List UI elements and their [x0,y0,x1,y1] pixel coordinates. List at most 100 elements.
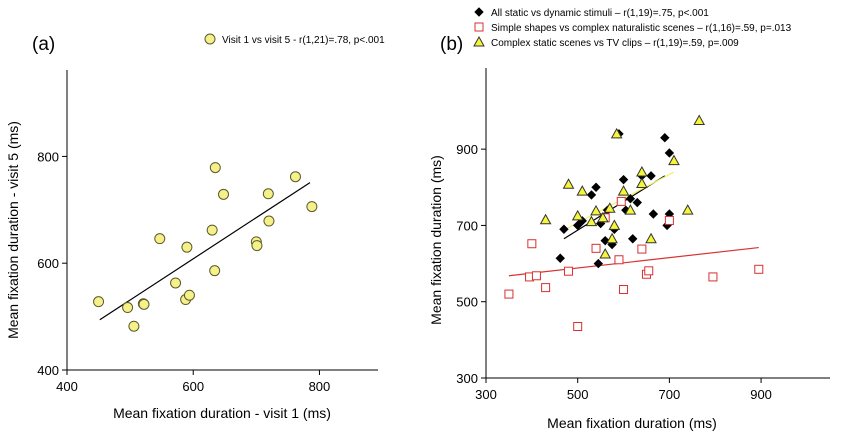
data-point [576,185,589,196]
data-point [527,239,537,249]
data-point [591,243,601,253]
data-point [128,320,140,332]
data-point [608,219,621,230]
data-point [606,232,618,244]
data-point [644,266,654,276]
panel-b-points [504,114,764,332]
data-point [541,283,551,293]
panel-b-x-axis-title: Mean fixation duration (ms) [547,415,717,431]
data-point [154,233,166,245]
x-tick-label: 700 [659,387,681,402]
data-point [625,194,636,204]
panel-b-legend: All static vs dynamic stimuli – r(1,19)=… [473,7,792,49]
data-point [668,154,680,166]
y-tick-label: 900 [456,142,478,157]
panel-b-ticks: 300 500 700 900 300 500 700 900 [456,142,772,402]
panel-a: (a) 400 600 800 400 600 800 Mean fixation dur… [5,33,385,421]
data-point [681,204,694,215]
data-point [562,178,575,189]
data-point [122,302,134,314]
panel-b-label: (b) [440,34,463,55]
data-point [597,211,609,223]
data-point [206,224,218,236]
data-point [660,132,670,143]
panel-a-label: (a) [32,34,55,55]
data-point [590,204,602,216]
legend-entry: Simple shapes vs complex naturalistic sc… [491,23,792,34]
panel-a-fit-lines [99,182,311,321]
data-point [571,209,584,221]
data-point [617,185,630,196]
data-point [593,258,604,269]
data-point [664,215,674,225]
data-point [218,188,230,200]
data-point [306,201,318,213]
panel-b: (b) 300 500 700 900 300 500 700 900 Mean fixati… [428,7,830,431]
data-point [585,215,598,227]
legend-entry: Complex static scenes vs TV clips – r(1,… [491,38,739,49]
regression-line [508,246,759,277]
data-point [181,241,193,253]
x-tick-label: 300 [475,387,497,402]
data-point [572,220,583,231]
data-point [754,264,764,274]
data-point [504,289,514,299]
y-tick-label: 300 [456,371,478,386]
panel-a-points [93,162,318,332]
data-point [664,148,675,158]
data-point [693,114,706,126]
y-tick-label: 400 [37,363,59,378]
data-point [531,271,541,281]
data-point [632,197,642,208]
x-tick-label: 500 [567,387,589,402]
x-tick-label: 900 [750,387,772,402]
data-point [251,240,263,252]
data-point [573,322,583,332]
data-point [591,182,601,192]
panel-a-y-axis-title: Mean fixation duration - visit 5 (ms) [5,121,21,339]
y-tick-label: 800 [37,149,59,164]
panel-b-y-axis-title: Mean fixation duration (ms) [428,155,444,325]
y-tick-label: 700 [456,218,478,233]
x-tick-label: 400 [56,379,78,394]
legend-marker [473,35,485,47]
y-tick-label: 600 [37,256,59,271]
data-point [637,244,647,254]
legend-marker [204,33,216,45]
data-point [263,215,275,227]
data-point [614,255,624,265]
data-point [586,190,597,200]
data-point [636,177,648,188]
panel-a-x-axis-title: Mean fixation duration - visit 1 (ms) [113,405,331,421]
legend-marker [474,7,484,17]
data-point [599,248,612,259]
data-point [636,165,648,177]
data-point [708,272,718,282]
data-point [618,174,629,185]
data-point [209,265,221,277]
regression-line [99,182,311,321]
panel-a-ticks: 400 600 800 400 600 800 [37,149,330,394]
data-point [603,202,616,213]
data-point [555,253,565,263]
data-point [645,232,657,244]
data-point [539,213,552,225]
data-point [564,266,574,276]
panel-a-legend: Visit 1 vs visit 5 - r(1,21)=.78, p<.001 [204,33,385,46]
data-point [646,171,656,181]
legend-entry: All static vs dynamic stimuli – r(1,19)=… [491,8,709,19]
legend-marker [474,22,484,32]
data-point [624,204,637,215]
data-point [619,285,629,295]
data-point [648,209,659,219]
data-point [628,234,638,244]
x-tick-label: 800 [309,379,331,394]
x-tick-label: 600 [182,379,204,394]
data-point [170,277,182,289]
y-tick-label: 500 [456,295,478,310]
data-point [209,162,221,174]
data-point [610,127,623,139]
legend-entry: Visit 1 vs visit 5 - r(1,21)=.78, p<.001 [222,35,385,46]
data-point [559,224,569,234]
